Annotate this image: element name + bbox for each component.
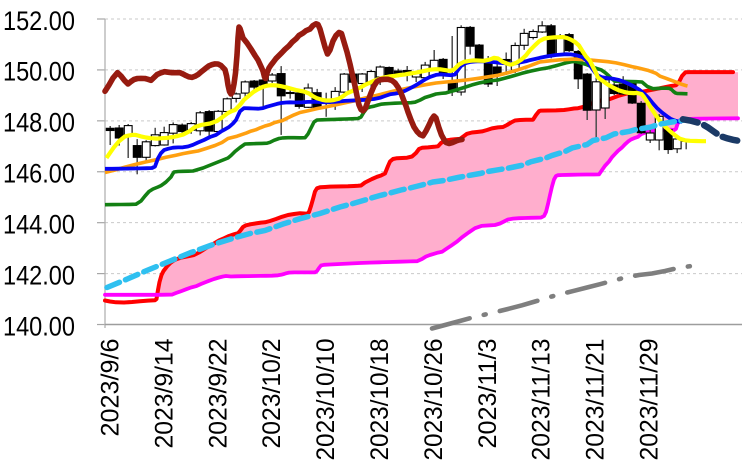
- svg-text:140.00: 140.00: [3, 311, 75, 341]
- svg-text:2023/9/6: 2023/9/6: [97, 339, 125, 437]
- svg-text:2023/9/22: 2023/9/22: [204, 339, 232, 449]
- svg-text:2023/10/18: 2023/10/18: [366, 339, 394, 461]
- svg-text:2023/11/29: 2023/11/29: [636, 339, 664, 461]
- svg-text:142.00: 142.00: [3, 260, 75, 290]
- svg-text:150.00: 150.00: [3, 57, 75, 87]
- svg-text:146.00: 146.00: [3, 159, 75, 189]
- svg-text:144.00: 144.00: [3, 210, 75, 240]
- svg-text:2023/10/2: 2023/10/2: [258, 339, 286, 449]
- svg-text:2023/11/3: 2023/11/3: [474, 339, 502, 449]
- svg-text:2023/10/10: 2023/10/10: [312, 339, 340, 461]
- svg-text:2023/11/13: 2023/11/13: [528, 339, 556, 461]
- svg-text:152.00: 152.00: [3, 6, 75, 36]
- svg-text:2023/10/26: 2023/10/26: [420, 339, 448, 461]
- svg-text:2023/9/14: 2023/9/14: [150, 338, 178, 448]
- svg-text:2023/11/21: 2023/11/21: [582, 339, 610, 461]
- svg-text:148.00: 148.00: [3, 108, 75, 138]
